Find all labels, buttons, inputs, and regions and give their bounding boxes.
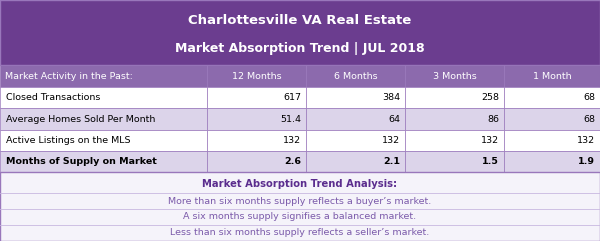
Text: Market Absorption Trend | JUL 2018: Market Absorption Trend | JUL 2018 — [175, 42, 425, 55]
FancyBboxPatch shape — [207, 65, 306, 87]
Text: 64: 64 — [388, 114, 400, 124]
FancyBboxPatch shape — [0, 65, 207, 87]
Text: Closed Transactions: Closed Transactions — [6, 93, 100, 102]
FancyBboxPatch shape — [306, 151, 405, 172]
Text: 384: 384 — [382, 93, 400, 102]
Text: 86: 86 — [487, 114, 499, 124]
FancyBboxPatch shape — [405, 130, 504, 151]
Text: Months of Supply on Market: Months of Supply on Market — [6, 157, 157, 166]
Text: Market Activity in the Past:: Market Activity in the Past: — [5, 72, 133, 81]
Text: Less than six months supply reflects a seller’s market.: Less than six months supply reflects a s… — [170, 228, 430, 237]
FancyBboxPatch shape — [504, 130, 600, 151]
Text: 6 Months: 6 Months — [334, 72, 377, 81]
FancyBboxPatch shape — [504, 108, 600, 130]
FancyBboxPatch shape — [207, 130, 306, 151]
Text: 1.5: 1.5 — [482, 157, 499, 166]
Text: 68: 68 — [583, 93, 595, 102]
Text: Charlottesville VA Real Estate: Charlottesville VA Real Estate — [188, 14, 412, 27]
Text: 51.4: 51.4 — [280, 114, 301, 124]
FancyBboxPatch shape — [504, 87, 600, 108]
Text: 3 Months: 3 Months — [433, 72, 476, 81]
Text: 2.1: 2.1 — [383, 157, 400, 166]
FancyBboxPatch shape — [0, 87, 207, 108]
FancyBboxPatch shape — [405, 108, 504, 130]
Text: 132: 132 — [382, 136, 400, 145]
FancyBboxPatch shape — [207, 108, 306, 130]
FancyBboxPatch shape — [207, 87, 306, 108]
Text: 1 Month: 1 Month — [533, 72, 571, 81]
FancyBboxPatch shape — [306, 87, 405, 108]
Text: 132: 132 — [283, 136, 301, 145]
FancyBboxPatch shape — [0, 0, 600, 65]
Text: Average Homes Sold Per Month: Average Homes Sold Per Month — [6, 114, 155, 124]
FancyBboxPatch shape — [0, 151, 207, 172]
FancyBboxPatch shape — [0, 108, 207, 130]
FancyBboxPatch shape — [306, 130, 405, 151]
FancyBboxPatch shape — [405, 87, 504, 108]
Text: 258: 258 — [481, 93, 499, 102]
FancyBboxPatch shape — [0, 172, 600, 241]
FancyBboxPatch shape — [504, 65, 600, 87]
FancyBboxPatch shape — [306, 108, 405, 130]
Text: 132: 132 — [577, 136, 595, 145]
FancyBboxPatch shape — [405, 151, 504, 172]
Text: More than six months supply reflects a buyer’s market.: More than six months supply reflects a b… — [169, 197, 431, 206]
FancyBboxPatch shape — [306, 65, 405, 87]
Text: Active Listings on the MLS: Active Listings on the MLS — [6, 136, 131, 145]
FancyBboxPatch shape — [207, 151, 306, 172]
Text: 1.9: 1.9 — [578, 157, 595, 166]
Text: 132: 132 — [481, 136, 499, 145]
FancyBboxPatch shape — [405, 65, 504, 87]
Text: A six months supply signifies a balanced market.: A six months supply signifies a balanced… — [184, 212, 416, 221]
FancyBboxPatch shape — [504, 151, 600, 172]
Text: 2.6: 2.6 — [284, 157, 301, 166]
Text: 68: 68 — [583, 114, 595, 124]
Text: 12 Months: 12 Months — [232, 72, 281, 81]
FancyBboxPatch shape — [0, 130, 207, 151]
Text: Market Absorption Trend Analysis:: Market Absorption Trend Analysis: — [202, 179, 398, 189]
Text: 617: 617 — [283, 93, 301, 102]
